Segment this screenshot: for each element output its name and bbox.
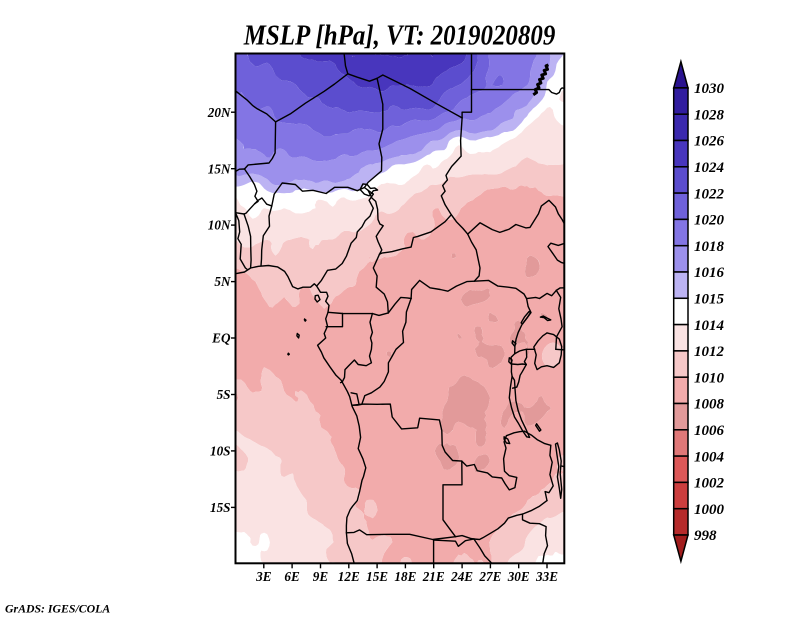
svg-text:GrADS: IGES/COLA: GrADS: IGES/COLA: [5, 602, 110, 616]
svg-text:15S: 15S: [210, 500, 231, 515]
svg-text:1022: 1022: [694, 186, 725, 202]
svg-text:1014: 1014: [694, 318, 725, 334]
svg-text:1008: 1008: [694, 397, 725, 413]
svg-text:1028: 1028: [694, 107, 725, 123]
svg-text:1024: 1024: [694, 160, 725, 176]
svg-text:1004: 1004: [694, 449, 725, 465]
svg-text:998: 998: [694, 528, 717, 544]
svg-text:10N: 10N: [208, 218, 231, 233]
svg-text:30E: 30E: [507, 569, 530, 584]
svg-text:1015: 1015: [694, 292, 725, 308]
svg-text:1012: 1012: [694, 344, 725, 360]
svg-text:MSLP [hPa], VT: 2019020809: MSLP [hPa], VT: 2019020809: [243, 19, 556, 51]
svg-text:1002: 1002: [694, 476, 725, 492]
svg-text:12E: 12E: [338, 569, 360, 584]
svg-text:5N: 5N: [214, 274, 231, 289]
svg-text:9E: 9E: [313, 569, 329, 584]
svg-text:20N: 20N: [207, 105, 231, 120]
svg-text:10S: 10S: [210, 444, 231, 459]
svg-text:3E: 3E: [255, 569, 272, 584]
svg-text:EQ: EQ: [211, 331, 231, 346]
svg-text:21E: 21E: [422, 569, 445, 584]
svg-text:6E: 6E: [284, 569, 300, 584]
svg-text:1006: 1006: [694, 423, 725, 439]
svg-text:18E: 18E: [394, 569, 416, 584]
svg-text:15N: 15N: [208, 161, 231, 176]
svg-text:27E: 27E: [478, 569, 501, 584]
svg-text:5S: 5S: [217, 387, 231, 402]
svg-text:1026: 1026: [694, 134, 725, 150]
svg-text:24E: 24E: [450, 569, 473, 584]
svg-text:1018: 1018: [694, 239, 725, 255]
svg-text:1000: 1000: [694, 502, 725, 518]
svg-text:33E: 33E: [535, 569, 558, 584]
svg-text:15E: 15E: [366, 569, 388, 584]
svg-text:1016: 1016: [694, 265, 725, 281]
svg-text:1020: 1020: [694, 213, 725, 229]
svg-text:1030: 1030: [694, 81, 725, 97]
svg-text:1010: 1010: [694, 370, 725, 386]
